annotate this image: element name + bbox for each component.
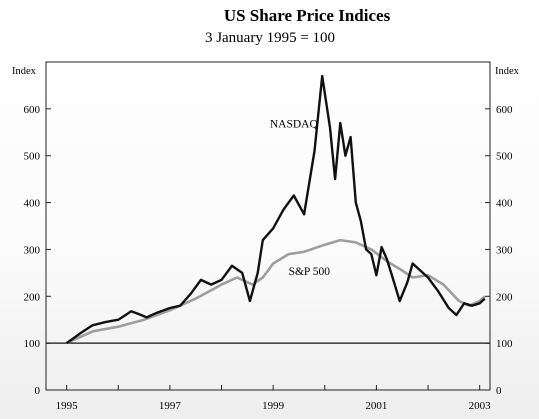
y-tick-label-right: 600 xyxy=(496,104,513,116)
annotations: NASDAQ S&P 500 xyxy=(270,119,330,279)
y-tick-label-left: 600 xyxy=(24,104,41,116)
chart-subtitle: 3 January 1995 = 100 xyxy=(205,30,335,46)
y-tick-label-left: 0 xyxy=(35,385,41,397)
x-tick-label: 1995 xyxy=(56,400,79,412)
x-tick-label: 2003 xyxy=(469,400,492,412)
chart-title: US Share Price Indices xyxy=(224,6,391,25)
y-tick-label-left: 300 xyxy=(24,244,41,256)
x-tick-label: 1999 xyxy=(262,400,285,412)
ticks: 0 0 100 100 200 200 300 300 400 400 500 500 600 600 19… xyxy=(24,104,514,412)
nasdaq-label: NASDAQ xyxy=(270,119,319,131)
y-tick-label-right: 200 xyxy=(496,291,513,303)
x-tick-label: 1997 xyxy=(159,400,182,412)
sp500-series-line xyxy=(66,238,486,345)
y-tick-label-right: 0 xyxy=(496,385,502,397)
y-tick-label-left: 200 xyxy=(24,291,41,303)
y-axis-label-right: Index xyxy=(495,66,520,77)
series xyxy=(46,74,490,345)
y-axis-label-left: Index xyxy=(12,66,37,77)
nasdaq-series-line xyxy=(65,74,486,345)
plot-frame xyxy=(45,61,491,391)
y-tick-label-left: 500 xyxy=(24,151,41,163)
y-tick-label-right: 400 xyxy=(496,198,513,210)
sp500-label: S&P 500 xyxy=(289,266,331,278)
y-tick-label-right: 300 xyxy=(496,244,513,256)
x-tick-label: 2001 xyxy=(365,400,387,412)
y-tick-label-left: 100 xyxy=(24,338,41,350)
y-tick-label-right: 100 xyxy=(496,338,513,350)
y-tick-label-left: 400 xyxy=(24,198,41,210)
y-tick-label-right: 500 xyxy=(496,151,513,163)
